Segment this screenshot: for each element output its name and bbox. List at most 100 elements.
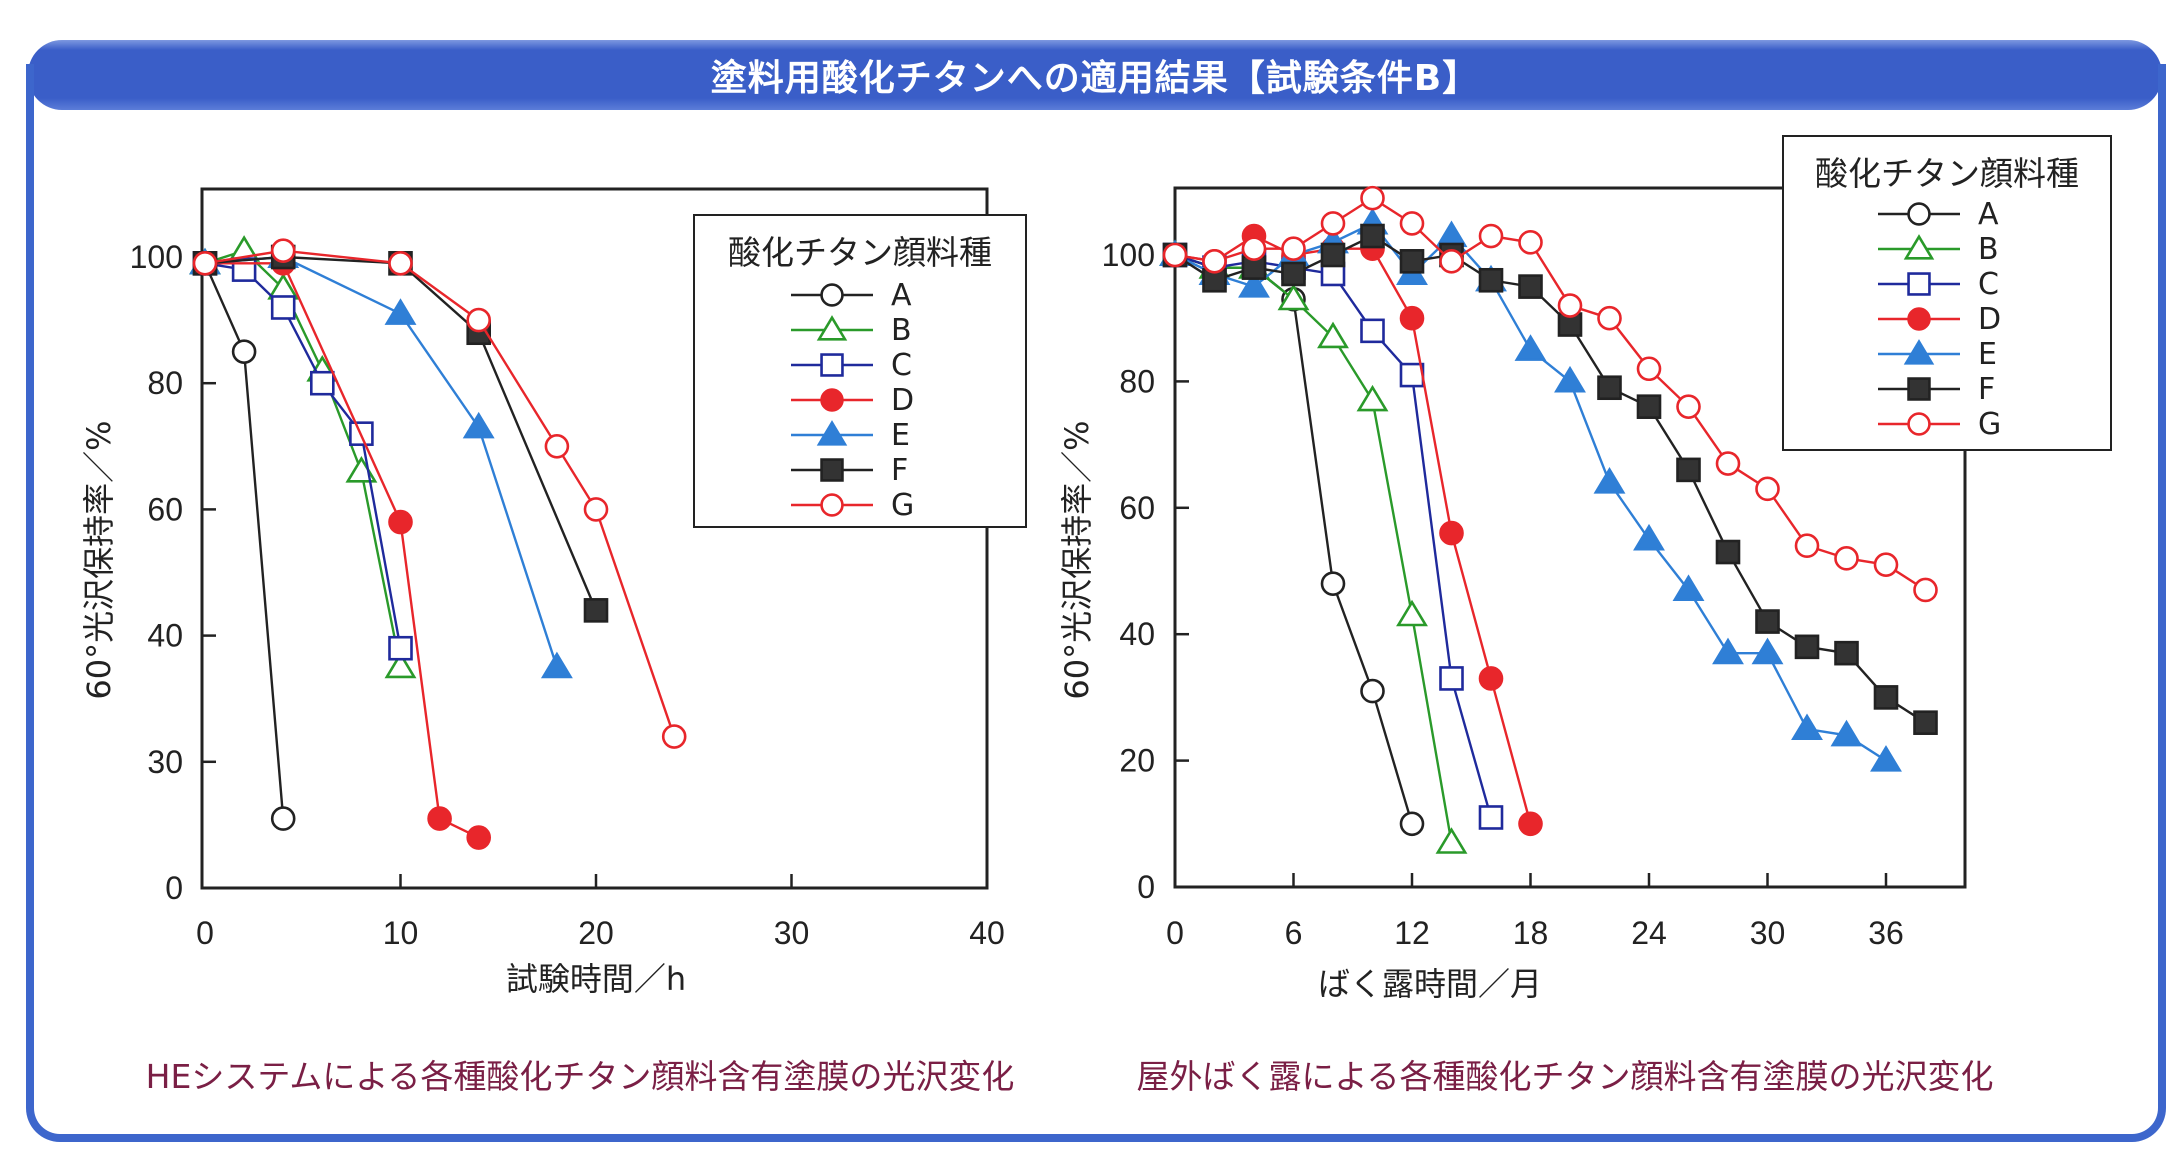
- series-F: [1162, 223, 1938, 735]
- legend-label: C: [891, 348, 912, 383]
- x-tick-label: 20: [578, 915, 614, 951]
- series-G: [1162, 185, 1938, 603]
- legend-swatch: [1878, 307, 1960, 331]
- data-point-F: [1518, 274, 1543, 299]
- data-point-D: [466, 825, 492, 850]
- legend-marker-A: [820, 283, 844, 307]
- legend-swatch: [791, 493, 873, 517]
- x-tick-label: 30: [1750, 915, 1786, 951]
- data-point-C: [1360, 318, 1385, 344]
- data-point-G: [544, 433, 570, 459]
- data-point-G: [1360, 185, 1385, 211]
- legend-item-C: C: [695, 348, 1025, 383]
- legend-marker-F: [820, 458, 844, 482]
- legend-label: F: [891, 453, 909, 488]
- data-point-G: [1320, 211, 1346, 236]
- y-tick-label: 60: [147, 491, 183, 527]
- data-point-F: [1834, 640, 1859, 666]
- data-point-C: [1439, 666, 1464, 691]
- data-point-G: [1834, 546, 1859, 571]
- data-point-G: [1399, 211, 1425, 236]
- data-point-G: [1676, 394, 1701, 419]
- legend-swatch: [1878, 202, 1960, 226]
- y-tick-label: 40: [1119, 616, 1155, 652]
- legend-item-C: C: [1784, 267, 2110, 302]
- legend-marker-E: [1903, 339, 1935, 365]
- data-point-D: [1399, 305, 1425, 331]
- page-title: 塗料用酸化チタンへの適用結果【試験条件B】: [710, 58, 1480, 99]
- data-point-F: [1320, 242, 1346, 268]
- x-tick-label: 30: [774, 915, 810, 951]
- data-point-A: [270, 806, 296, 831]
- series-line-D: [1174, 234, 1532, 825]
- x-tick-label: 10: [383, 915, 419, 951]
- data-point-D: [388, 509, 413, 535]
- legend-title: 酸化チタン顔料種: [728, 233, 992, 272]
- legend-item-B: B: [695, 313, 1025, 348]
- legend-marker-A: [1907, 202, 1931, 226]
- data-point-E: [1554, 365, 1586, 393]
- legend-label: D: [891, 383, 915, 418]
- data-point-F: [1913, 710, 1938, 735]
- y-tick-label: 100: [130, 239, 183, 275]
- y-tick-label: 80: [147, 365, 183, 401]
- series-line-G: [204, 249, 676, 737]
- series-A: [192, 251, 296, 831]
- data-point-G: [1478, 223, 1504, 249]
- data-point-G: [1241, 236, 1267, 261]
- data-point-B: [1317, 321, 1349, 349]
- y-tick-label: 100: [1102, 237, 1155, 273]
- data-point-D: [1439, 520, 1464, 546]
- legend-label: F: [1978, 372, 1996, 407]
- data-point-E: [1712, 637, 1744, 665]
- data-point-E: [1593, 466, 1626, 494]
- data-point-G: [1755, 476, 1780, 502]
- data-point-G: [1636, 356, 1662, 382]
- legend-label: A: [891, 278, 912, 313]
- data-point-G: [192, 251, 218, 276]
- data-point-B: [1435, 827, 1468, 854]
- data-point-F: [1281, 261, 1306, 287]
- legend-item-B: B: [1784, 232, 2110, 267]
- x-tick-label: 40: [969, 915, 1005, 951]
- data-point-E: [1514, 334, 1547, 361]
- data-point-G: [1873, 552, 1899, 577]
- legend-marker-B: [1903, 234, 1935, 260]
- legend-item-D: D: [695, 383, 1025, 418]
- x-tick-label: 6: [1285, 915, 1303, 951]
- data-point-B: [1277, 283, 1310, 311]
- title-bar: 塗料用酸化チタンへの適用結果【試験条件B】: [28, 40, 2162, 110]
- x-axis-title: 試験時間／h: [506, 960, 686, 998]
- legend-swatch: [791, 420, 873, 446]
- data-point-B: [1396, 599, 1428, 627]
- legend-swatch: [791, 283, 873, 307]
- legend-label: A: [1978, 197, 1999, 232]
- data-point-C: [270, 295, 296, 320]
- data-point-G: [1518, 230, 1543, 255]
- y-axis-title: 60°光沢保持率／%: [80, 420, 118, 699]
- legend-swatch: [791, 353, 873, 377]
- legend-item-A: A: [1784, 197, 2110, 232]
- series-line-B: [1174, 253, 1453, 843]
- data-point-B: [384, 651, 417, 679]
- caption-left: HEシステムによる各種酸化チタン顔料含有塗膜の光沢変化: [145, 1057, 1015, 1096]
- legend-label: B: [891, 313, 912, 348]
- data-point-G: [1439, 249, 1464, 274]
- data-point-G: [583, 497, 609, 522]
- x-tick-label: 0: [1166, 915, 1184, 951]
- legend-label: G: [1978, 407, 2002, 442]
- data-point-C: [309, 370, 335, 396]
- x-axis-title: ばく露時間／月: [1318, 965, 1542, 1003]
- chart-left: 0 10 20 30 40 0 30 40 60 80 100 試験時間／h 60°光沢保持率／%: [80, 187, 1005, 998]
- data-point-F: [1794, 634, 1820, 660]
- data-point-E: [1870, 745, 1902, 772]
- y-tick-label: 80: [1119, 363, 1155, 399]
- legend-swatch: [1878, 272, 1960, 296]
- legend-swatch: [791, 458, 873, 482]
- series-G: [192, 238, 687, 749]
- data-point-F: [1360, 223, 1385, 249]
- data-point-G: [388, 251, 413, 276]
- legend-marker-G: [820, 493, 844, 517]
